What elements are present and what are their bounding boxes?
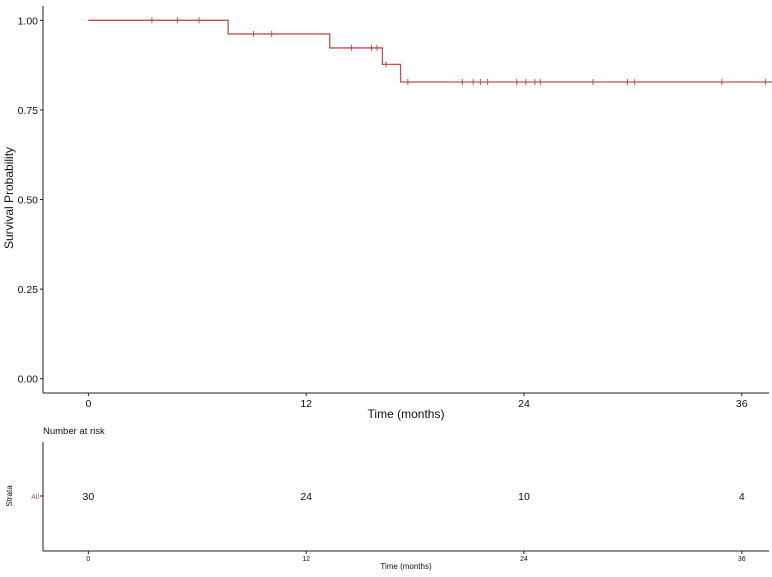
censor-mark: [484, 78, 491, 85]
x-axis-ticks: 0 12 24 36: [85, 393, 748, 410]
y-axis-title: Survival Probability: [2, 147, 16, 249]
censor-mark: [373, 44, 380, 51]
y-tick-label: 0.00: [18, 374, 39, 386]
risk-x-tick-label: 0: [86, 556, 90, 563]
x-axis-title: Time (months): [368, 407, 445, 421]
at-risk-count: 24: [300, 491, 312, 503]
strata-label: All: [31, 494, 39, 501]
at-risk-count: 10: [518, 491, 530, 503]
x-tick-label: 0: [85, 398, 91, 410]
censor-mark: [368, 44, 375, 51]
censor-mark: [404, 78, 411, 85]
censor-mark: [624, 78, 631, 85]
risk-table-x-ticks: 0 12 24 36: [86, 551, 746, 563]
at-risk-count: 30: [83, 491, 95, 503]
censor-mark: [477, 78, 484, 85]
survival-curve: [88, 19, 772, 83]
x-tick-label: 12: [300, 398, 312, 410]
y-axis-ticks: 0.00 0.25 0.50 0.75 1.00: [18, 15, 43, 386]
survival-plot: 0.00 0.25 0.50 0.75 1.00 0 12 24 36 Survival Pr…: [2, 6, 772, 421]
risk-table-title: Number at risk: [43, 426, 105, 437]
risk-table-y-title: Strata: [5, 485, 14, 507]
censor-mark: [531, 78, 538, 85]
censor-mark: [459, 78, 466, 85]
y-tick-label: 0.25: [18, 284, 39, 296]
censor-marks: [148, 17, 769, 85]
censor-mark: [762, 78, 769, 85]
censor-mark: [470, 78, 477, 85]
censor-mark: [383, 61, 390, 68]
censor-mark: [196, 17, 203, 24]
censor-mark: [522, 78, 529, 85]
y-tick-label: 1.00: [18, 15, 39, 27]
censor-mark: [537, 78, 544, 85]
risk-x-tick-label: 12: [302, 556, 310, 563]
risk-x-tick-label: 36: [738, 556, 746, 563]
censor-mark: [718, 78, 725, 85]
risk-table-counts: 30 24 10 4: [83, 491, 745, 503]
censor-mark: [348, 44, 355, 51]
censor-mark: [589, 78, 596, 85]
risk-x-tick-label: 24: [520, 556, 528, 563]
x-tick-label: 24: [518, 398, 530, 410]
censor-mark: [250, 30, 257, 37]
censor-mark: [174, 17, 181, 24]
censor-mark: [268, 30, 275, 37]
x-tick-label: 36: [736, 398, 748, 410]
risk-table: Number at risk All 30 24 10 4 0 12 24 36 Strat…: [5, 426, 769, 571]
censor-mark: [631, 78, 638, 85]
survival-step-line: [88, 19, 772, 83]
at-risk-count: 4: [739, 491, 745, 503]
y-tick-label: 0.75: [18, 105, 39, 117]
censor-mark: [513, 78, 520, 85]
censor-mark: [148, 17, 155, 24]
risk-table-strata: All: [31, 494, 43, 501]
risk-table-x-title: Time (months): [380, 562, 432, 571]
y-tick-label: 0.50: [18, 195, 39, 207]
